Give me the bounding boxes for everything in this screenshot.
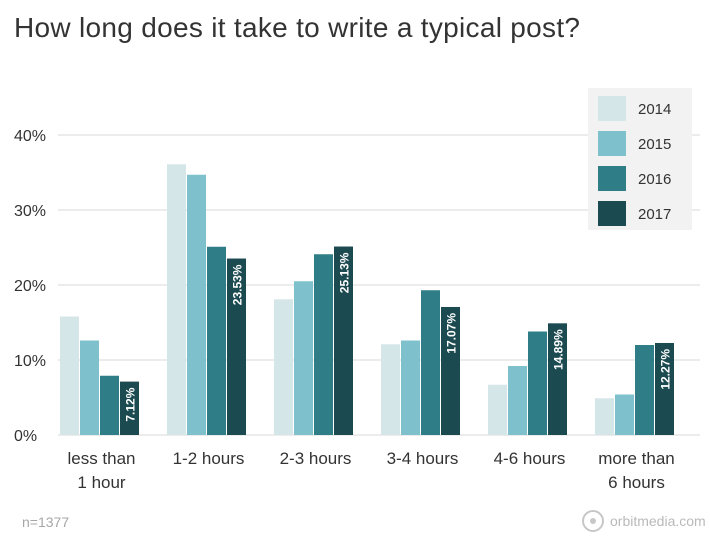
bar-2014 (381, 344, 400, 435)
legend-swatch-2014 (598, 96, 626, 121)
x-tick-label: 2-3 hours (280, 449, 352, 468)
bar-2017 (655, 342, 674, 435)
bar-2017 (334, 246, 353, 435)
legend-label: 2016 (638, 171, 671, 188)
bar-2017 (120, 381, 139, 435)
bar-2015 (401, 340, 420, 435)
legend-label: 2015 (638, 136, 671, 153)
bar-2015 (615, 394, 634, 435)
bar-2014 (274, 299, 293, 435)
bar-2016 (635, 345, 654, 435)
data-labels: 7.12% 23.53% 25.13% 17.07% 14.89% 12.27% (124, 252, 673, 421)
x-tick-label: less than 1 hour (67, 449, 135, 492)
y-tick-label: 20% (14, 278, 46, 295)
data-label: 17.07% (445, 313, 459, 354)
x-tick-label-line: 2-3 hours (280, 449, 352, 468)
bar-2014 (595, 398, 614, 435)
bar-2014 (60, 316, 79, 435)
chart-title: How long does it take to write a typical… (14, 12, 581, 43)
bar-2017 (441, 306, 460, 435)
data-label: 14.89% (552, 329, 566, 370)
x-tick-label-line: less than (67, 449, 135, 468)
bar-2016 (100, 375, 119, 435)
x-tick-label-line: 4-6 hours (494, 449, 566, 468)
data-label: 25.13% (338, 252, 352, 293)
bar-2016 (528, 331, 547, 435)
bar-2015 (508, 366, 527, 435)
bar-2015 (294, 281, 313, 435)
legend-swatch-2016 (598, 166, 626, 191)
x-tick-label-line: 1-2 hours (173, 449, 245, 468)
y-tick-label: 30% (14, 203, 46, 220)
brand-logo: orbitmedia.com (582, 510, 706, 532)
x-tick-label: more than 6 hours (598, 449, 675, 492)
x-tick-label: 1-2 hours (173, 449, 245, 468)
bars (60, 164, 674, 435)
bar-2016 (314, 254, 333, 435)
bar-2014 (167, 164, 186, 435)
legend-swatch-2017 (598, 201, 626, 226)
brand-text: orbitmedia.com (610, 513, 706, 529)
x-tick-label-line: 6 hours (608, 473, 665, 492)
bar-2016 (207, 246, 226, 435)
orbit-logo-icon (582, 510, 604, 532)
x-tick-label: 3-4 hours (387, 449, 459, 468)
legend-swatch-2015 (598, 131, 626, 156)
y-axis: 0% 10% 20% 30% 40% (14, 128, 46, 445)
y-tick-label: 40% (14, 128, 46, 145)
data-label: 7.12% (124, 387, 138, 421)
bar-2014 (488, 384, 507, 435)
x-tick-label-line: 3-4 hours (387, 449, 459, 468)
x-tick-label-line: more than (598, 449, 675, 468)
bar-2017 (227, 258, 246, 435)
y-tick-label: 10% (14, 353, 46, 370)
bar-2015 (80, 340, 99, 435)
bar-2017 (548, 323, 567, 435)
bar-2015 (187, 174, 206, 435)
data-label: 12.27% (659, 349, 673, 390)
y-tick-label: 0% (14, 428, 37, 445)
legend-label: 2017 (638, 206, 671, 223)
gridlines (58, 134, 700, 436)
bar-2016 (421, 290, 440, 435)
legend: 2014 2015 2016 2017 (588, 88, 692, 230)
x-tick-label: 4-6 hours (494, 449, 566, 468)
sample-size-note: n=1377 (22, 514, 70, 530)
x-axis: less than 1 hour 1-2 hours 2-3 hours 3-4 hou… (67, 449, 674, 492)
x-tick-label-line: 1 hour (77, 473, 126, 492)
data-label: 23.53% (231, 264, 245, 305)
legend-label: 2014 (638, 101, 671, 118)
